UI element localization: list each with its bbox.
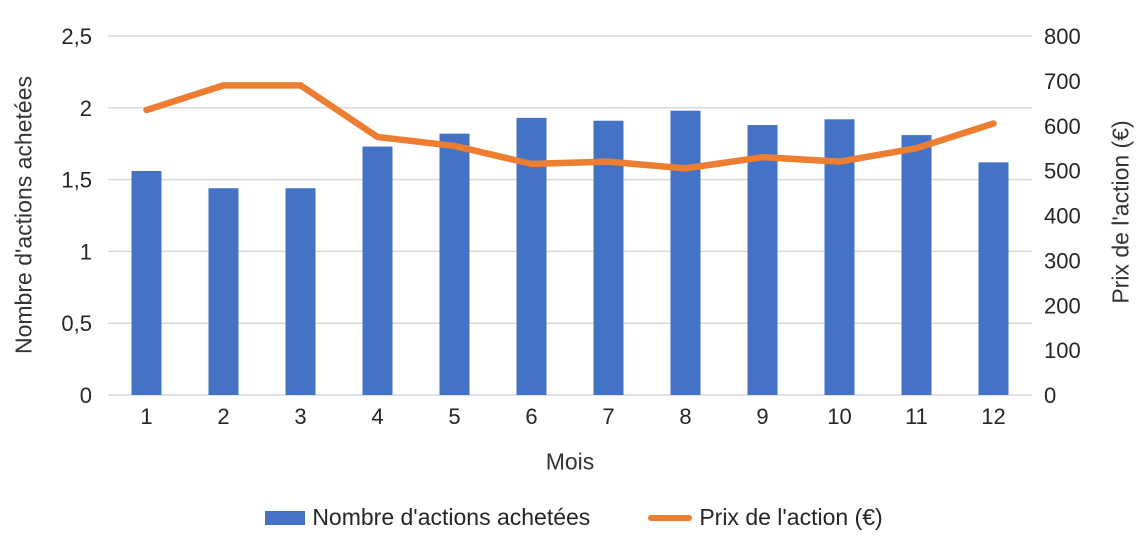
legend-label-line: Prix de l'action (€) — [699, 504, 883, 530]
bar-month-7 — [593, 120, 624, 395]
bar-month-4 — [362, 146, 393, 395]
right-axis-tick: 700 — [1044, 69, 1081, 94]
bar-month-11 — [901, 135, 932, 396]
right-axis-tick: 600 — [1044, 114, 1081, 139]
line-series-swatch — [648, 514, 693, 521]
x-axis-tick: 10 — [827, 404, 851, 429]
x-axis-tick: 2 — [217, 404, 229, 429]
bar-month-2 — [208, 188, 239, 395]
left-axis-tick: 2 — [80, 96, 92, 121]
legend: Nombre d'actions achetées Prix de l'acti… — [0, 504, 1148, 531]
x-axis-tick: 7 — [602, 404, 614, 429]
right-axis-tick: 300 — [1044, 248, 1081, 273]
bar-month-12 — [978, 162, 1009, 395]
right-axis-tick: 200 — [1044, 293, 1081, 318]
x-axis-title: Mois — [545, 448, 595, 475]
legend-item-line: Prix de l'action (€) — [648, 504, 883, 531]
legend-label-bars: Nombre d'actions achetées — [312, 504, 591, 530]
x-axis-tick: 6 — [525, 404, 537, 429]
left-axis-tick: 0,5 — [61, 311, 92, 336]
price-line — [143, 82, 997, 172]
bar-series-swatch — [265, 510, 306, 525]
legend-item-bars: Nombre d'actions achetées — [265, 504, 590, 531]
right-axis-title: Prix de l'action (€) — [1107, 120, 1134, 304]
x-axis-tick: 12 — [981, 404, 1005, 429]
bar-month-1 — [131, 170, 162, 395]
x-axis-tick: 3 — [294, 404, 306, 429]
bar-month-3 — [285, 188, 316, 395]
left-axis-title: Nombre d'actions achetées — [10, 76, 37, 354]
right-axis-tick: 500 — [1044, 159, 1081, 184]
right-axis-tick: 400 — [1044, 204, 1081, 229]
right-axis-tick: 800 — [1044, 24, 1081, 49]
left-axis-tick: 2,5 — [61, 24, 92, 49]
x-axis-tick: 1 — [140, 404, 152, 429]
left-axis-tick: 1,5 — [61, 168, 92, 193]
left-axis-tick: 0 — [80, 383, 92, 408]
x-axis-tick: 9 — [756, 404, 768, 429]
bar-month-10 — [824, 119, 855, 396]
bar-month-9 — [747, 125, 778, 396]
right-axis-tick: 0 — [1044, 383, 1056, 408]
left-axis-tick: 1 — [80, 239, 92, 264]
bar-month-8 — [670, 110, 701, 395]
x-axis-tick: 11 — [905, 404, 928, 429]
right-axis-tick: 100 — [1044, 338, 1081, 363]
bar-month-5 — [439, 133, 470, 395]
x-axis-tick: 4 — [371, 404, 383, 429]
x-axis-tick: 5 — [448, 404, 460, 429]
x-axis-tick: 8 — [679, 404, 691, 429]
